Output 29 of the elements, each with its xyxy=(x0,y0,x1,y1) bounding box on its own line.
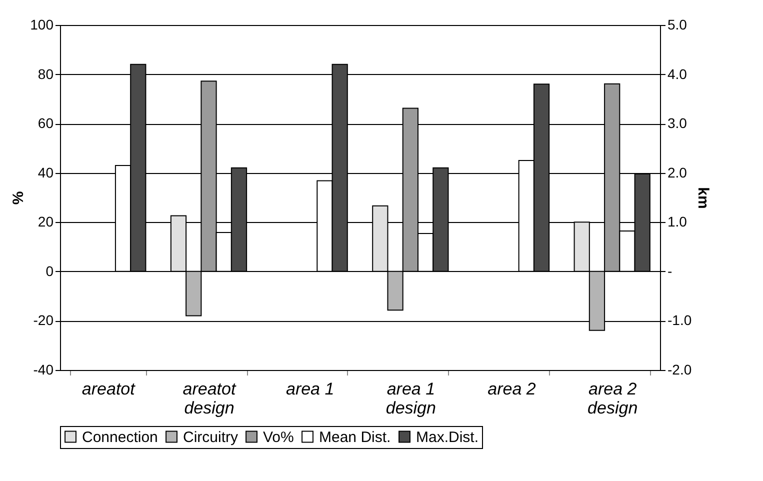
y2-tick-label: - xyxy=(668,262,672,279)
x-tick-label: areatot design xyxy=(182,380,237,418)
x-tick-label: areatot xyxy=(82,380,136,398)
y-tick-label: 0 xyxy=(46,262,54,279)
y-tick-label: -20 xyxy=(33,312,54,328)
x-tick-label: area 1 design xyxy=(386,380,436,418)
y2-tick-label: 5.0 xyxy=(668,16,688,32)
y-axis-title: % xyxy=(10,191,28,205)
y-tick-label: 100 xyxy=(30,16,54,32)
legend-label: Circuitry xyxy=(183,428,238,446)
y2-tick-label: 2.0 xyxy=(668,164,688,180)
y2-tick-label: 1.0 xyxy=(668,214,688,230)
y-tick-label: 40 xyxy=(38,164,54,180)
y2-tick-label: -2.0 xyxy=(668,362,692,378)
y-tick-label: -40 xyxy=(33,362,54,378)
y2-axis-title: km xyxy=(694,187,712,209)
legend-label: Connection xyxy=(82,428,158,446)
x-tick-label: area 2 design xyxy=(588,380,638,418)
y-tick-label: 20 xyxy=(38,214,54,230)
legend-label: Vo% xyxy=(263,428,294,446)
legend-label: Max.Dist. xyxy=(416,428,479,446)
x-tick-label: area 2 xyxy=(488,380,536,398)
y2-tick-label: 4.0 xyxy=(668,66,688,82)
y-tick-label: 60 xyxy=(38,115,54,132)
legend-label: Mean Dist. xyxy=(319,428,391,446)
y2-tick-label: -1.0 xyxy=(668,312,692,328)
y2-tick-label: 3.0 xyxy=(668,115,688,132)
y-tick-label: 80 xyxy=(38,66,54,82)
x-tick-label: area 1 xyxy=(286,380,334,398)
